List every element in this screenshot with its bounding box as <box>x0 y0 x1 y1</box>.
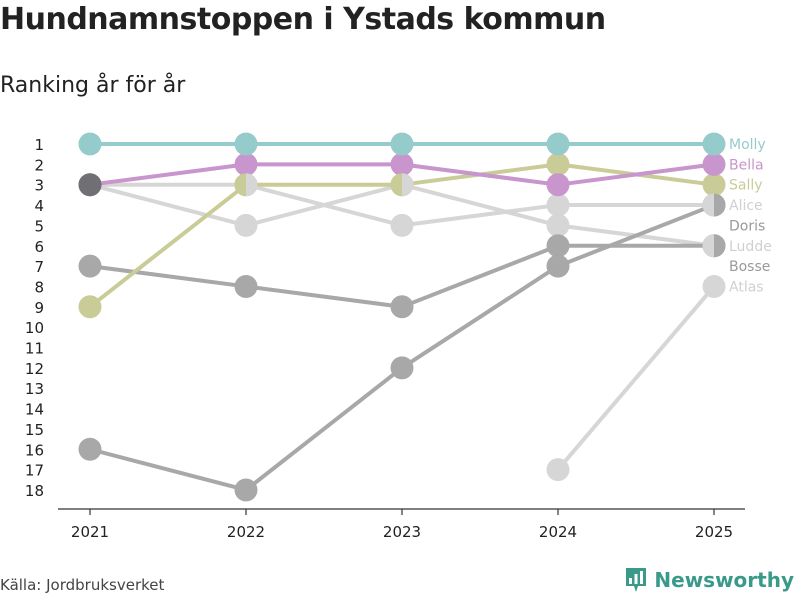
data-point-half-sally[interactable] <box>390 173 402 197</box>
brand-logo[interactable]: Newsworthy <box>624 566 794 594</box>
data-point-half-ludde[interactable] <box>402 173 414 197</box>
data-point-atlas[interactable] <box>702 274 726 298</box>
data-point-half-alice[interactable] <box>702 193 715 217</box>
data-point-ludde[interactable] <box>546 213 570 237</box>
data-point-bella[interactable] <box>390 152 414 176</box>
data-point-sally[interactable] <box>702 173 726 197</box>
data-point-molly[interactable] <box>234 132 258 156</box>
series-points <box>78 132 726 502</box>
y-tick-label: 2 <box>34 156 44 174</box>
y-tick-label: 16 <box>25 441 44 459</box>
data-point-sally[interactable] <box>78 295 102 319</box>
end-label-doris: Doris <box>729 218 765 234</box>
newsworthy-logo-icon <box>626 568 647 592</box>
data-point-bosse[interactable] <box>78 254 102 278</box>
data-point-bosse[interactable] <box>234 274 258 298</box>
y-tick-label: 17 <box>25 462 44 480</box>
data-point-bosse[interactable] <box>546 234 570 258</box>
data-point-half-sally[interactable] <box>234 173 247 197</box>
end-label-sally: Sally <box>729 178 763 194</box>
x-axis: 2021 2022 2023 2024 2025 <box>58 508 745 541</box>
y-tick-label: 1 <box>34 136 44 154</box>
y-tick-label: 8 <box>34 278 44 296</box>
data-point-half-doris[interactable] <box>714 193 726 217</box>
data-point-sally[interactable] <box>546 152 570 176</box>
series-line-doris <box>89 203 715 492</box>
y-tick-label: 14 <box>25 401 44 419</box>
data-point-half-ludde[interactable] <box>702 234 715 258</box>
data-point-doris[interactable] <box>546 254 570 278</box>
data-point-alice[interactable] <box>546 193 570 217</box>
source-note: Källa: Jordbruksverket <box>0 576 165 594</box>
data-point-bella[interactable] <box>546 173 570 197</box>
y-tick-label: 12 <box>25 360 44 378</box>
series-line-atlas <box>556 285 716 471</box>
data-point-molly[interactable] <box>390 132 414 156</box>
y-tick-label: 13 <box>25 380 44 398</box>
data-point-alice[interactable] <box>390 213 414 237</box>
data-point-bella[interactable] <box>234 152 258 176</box>
end-label-bella: Bella <box>729 157 764 173</box>
brand-name: Newsworthy <box>654 568 794 592</box>
y-tick-label: 9 <box>34 299 44 317</box>
data-point-half-alice[interactable] <box>246 173 258 197</box>
y-tick-label: 4 <box>34 197 44 215</box>
data-point-bella[interactable] <box>702 152 726 176</box>
y-tick-label: 10 <box>25 319 44 337</box>
data-point-half-bosse[interactable] <box>714 234 726 258</box>
data-point-doris[interactable] <box>234 478 258 502</box>
data-point-tie-marker[interactable] <box>78 173 102 197</box>
y-tick-label: 7 <box>34 258 44 276</box>
y-tick-label: 15 <box>25 421 44 439</box>
data-point-ludde[interactable] <box>234 213 258 237</box>
data-point-atlas[interactable] <box>546 458 570 482</box>
x-tick-label: 2023 <box>383 523 421 541</box>
end-label-bosse: Bosse <box>729 259 770 275</box>
end-label-ludde: Ludde <box>729 239 772 255</box>
data-point-molly[interactable] <box>702 132 726 156</box>
data-point-doris[interactable] <box>390 356 414 380</box>
end-label-alice: Alice <box>729 198 763 214</box>
end-label-molly: Molly <box>729 137 766 153</box>
data-point-molly[interactable] <box>546 132 570 156</box>
data-point-doris[interactable] <box>78 437 102 461</box>
x-tick-label: 2022 <box>227 523 265 541</box>
chart-subtitle: Ranking år för år <box>0 73 186 98</box>
y-tick-label: 18 <box>25 482 44 500</box>
x-tick-label: 2024 <box>539 523 577 541</box>
y-tick-label: 5 <box>34 217 44 235</box>
chart-title: Hundnamnstoppen i Ystads kommun <box>0 2 606 37</box>
end-labels: Molly Bella Sally Alice Doris Ludde Bosse Atlas <box>729 137 772 295</box>
end-label-atlas: Atlas <box>729 279 764 295</box>
y-tick-label: 3 <box>34 177 44 195</box>
data-point-bosse[interactable] <box>390 295 414 319</box>
y-tick-label: 6 <box>34 238 44 256</box>
x-tick-label: 2025 <box>695 523 733 541</box>
x-tick-label: 2021 <box>71 523 109 541</box>
data-point-molly[interactable] <box>78 132 102 156</box>
y-tick-label: 11 <box>25 340 44 358</box>
